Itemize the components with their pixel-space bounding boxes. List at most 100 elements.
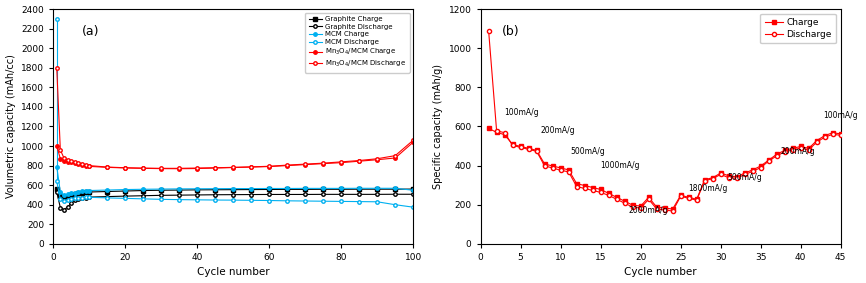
Line: Mn$_3$O$_4$/MCM Charge: Mn$_3$O$_4$/MCM Charge bbox=[55, 140, 415, 170]
MCM Charge bbox=[282, 187, 293, 190]
Discharge bbox=[828, 133, 838, 136]
Graphite Charge bbox=[210, 188, 220, 192]
MCM Charge bbox=[336, 187, 346, 190]
MCM Discharge bbox=[69, 197, 80, 200]
MCM Charge bbox=[138, 188, 148, 191]
Mn$_3$O$_4$/MCM Charge bbox=[246, 165, 256, 169]
Discharge bbox=[611, 198, 622, 201]
Discharge bbox=[500, 131, 510, 134]
Line: MCM Discharge: MCM Discharge bbox=[55, 179, 415, 209]
Mn$_3$O$_4$/MCM Charge bbox=[264, 165, 275, 168]
Discharge bbox=[819, 136, 830, 139]
Discharge bbox=[700, 179, 710, 182]
Graphite Discharge bbox=[174, 194, 184, 197]
Graphite Discharge bbox=[228, 193, 238, 196]
Charge bbox=[819, 134, 830, 137]
Discharge bbox=[532, 150, 542, 153]
Discharge bbox=[779, 150, 790, 154]
Discharge bbox=[723, 176, 734, 179]
Graphite Charge bbox=[55, 194, 66, 198]
MCM Charge bbox=[408, 188, 418, 192]
Mn$_3$O$_4$/MCM Discharge bbox=[390, 154, 400, 157]
Charge bbox=[619, 200, 630, 203]
Graphite Charge bbox=[300, 188, 310, 191]
Charge bbox=[547, 164, 558, 168]
Discharge bbox=[628, 205, 638, 209]
Mn$_3$O$_4$/MCM Charge bbox=[372, 158, 383, 161]
Graphite Charge bbox=[372, 187, 383, 191]
Mn$_3$O$_4$/MCM Charge bbox=[66, 160, 76, 164]
Graphite Discharge bbox=[156, 194, 166, 197]
Graphite Charge bbox=[282, 188, 293, 191]
Graphite Discharge bbox=[62, 205, 73, 209]
Graphite Discharge bbox=[69, 199, 80, 202]
Graphite Discharge bbox=[52, 190, 62, 194]
Discharge bbox=[675, 195, 686, 198]
Graphite Discharge bbox=[372, 193, 383, 196]
Mn$_3$O$_4$/MCM Discharge bbox=[210, 166, 220, 170]
Graphite Charge bbox=[120, 189, 131, 193]
Graphite Charge bbox=[390, 187, 400, 191]
Mn$_3$O$_4$/MCM Charge bbox=[77, 163, 87, 166]
Mn$_3$O$_4$/MCM Discharge bbox=[62, 158, 73, 162]
MCM Charge bbox=[102, 188, 113, 192]
Discharge bbox=[547, 166, 558, 170]
Graphite Charge bbox=[264, 188, 275, 191]
Charge bbox=[564, 168, 574, 171]
Discharge bbox=[764, 159, 774, 163]
Graphite Charge bbox=[138, 189, 148, 192]
Y-axis label: Volumetric capacity (mAh/cc): Volumetric capacity (mAh/cc) bbox=[5, 55, 16, 198]
Graphite Charge bbox=[62, 196, 73, 199]
Discharge bbox=[796, 146, 806, 150]
Discharge bbox=[643, 198, 654, 201]
Charge bbox=[787, 147, 798, 150]
Discharge bbox=[636, 206, 646, 210]
MCM Discharge bbox=[138, 197, 148, 201]
Charge bbox=[796, 145, 806, 148]
Mn$_3$O$_4$/MCM Charge bbox=[81, 164, 91, 167]
Charge bbox=[540, 162, 550, 166]
Discharge bbox=[564, 170, 574, 173]
MCM Charge bbox=[174, 187, 184, 190]
Line: Graphite Discharge: Graphite Discharge bbox=[55, 190, 415, 211]
Discharge bbox=[572, 185, 582, 188]
MCM Discharge bbox=[246, 199, 256, 202]
Graphite Charge bbox=[318, 188, 328, 191]
Mn$_3$O$_4$/MCM Charge bbox=[52, 144, 62, 148]
Mn$_3$O$_4$/MCM Discharge bbox=[156, 167, 166, 170]
MCM Discharge bbox=[81, 196, 91, 199]
MCM Discharge bbox=[264, 199, 275, 202]
Graphite Discharge bbox=[246, 193, 256, 196]
Mn$_3$O$_4$/MCM Charge bbox=[59, 159, 69, 162]
Charge bbox=[604, 192, 614, 195]
Legend: Charge, Discharge: Charge, Discharge bbox=[760, 14, 837, 43]
MCM Charge bbox=[264, 187, 275, 190]
Mn$_3$O$_4$/MCM Charge bbox=[336, 161, 346, 164]
MCM Charge bbox=[156, 187, 166, 191]
MCM Charge bbox=[192, 187, 203, 190]
Charge bbox=[675, 194, 686, 197]
MCM Charge bbox=[69, 191, 80, 194]
Graphite Discharge bbox=[210, 193, 220, 196]
Line: MCM Charge: MCM Charge bbox=[55, 165, 415, 197]
Graphite Charge bbox=[246, 188, 256, 191]
Charge bbox=[587, 186, 598, 189]
Mn$_3$O$_4$/MCM Charge bbox=[390, 156, 400, 160]
MCM Charge bbox=[81, 189, 91, 192]
MCM Discharge bbox=[55, 198, 66, 201]
Mn$_3$O$_4$/MCM Charge bbox=[73, 162, 83, 165]
MCM Charge bbox=[55, 190, 66, 194]
Mn$_3$O$_4$/MCM Discharge bbox=[354, 159, 365, 162]
Discharge bbox=[579, 187, 590, 190]
Charge bbox=[772, 153, 782, 156]
Discharge bbox=[660, 208, 670, 212]
MCM Discharge bbox=[372, 200, 383, 203]
Graphite Charge bbox=[408, 187, 418, 191]
Graphite Charge bbox=[69, 192, 80, 196]
MCM Discharge bbox=[120, 197, 131, 200]
Charge bbox=[708, 176, 718, 179]
Charge bbox=[740, 171, 750, 175]
Graphite Discharge bbox=[55, 206, 66, 209]
MCM Charge bbox=[120, 188, 131, 191]
Mn$_3$O$_4$/MCM Discharge bbox=[336, 160, 346, 164]
